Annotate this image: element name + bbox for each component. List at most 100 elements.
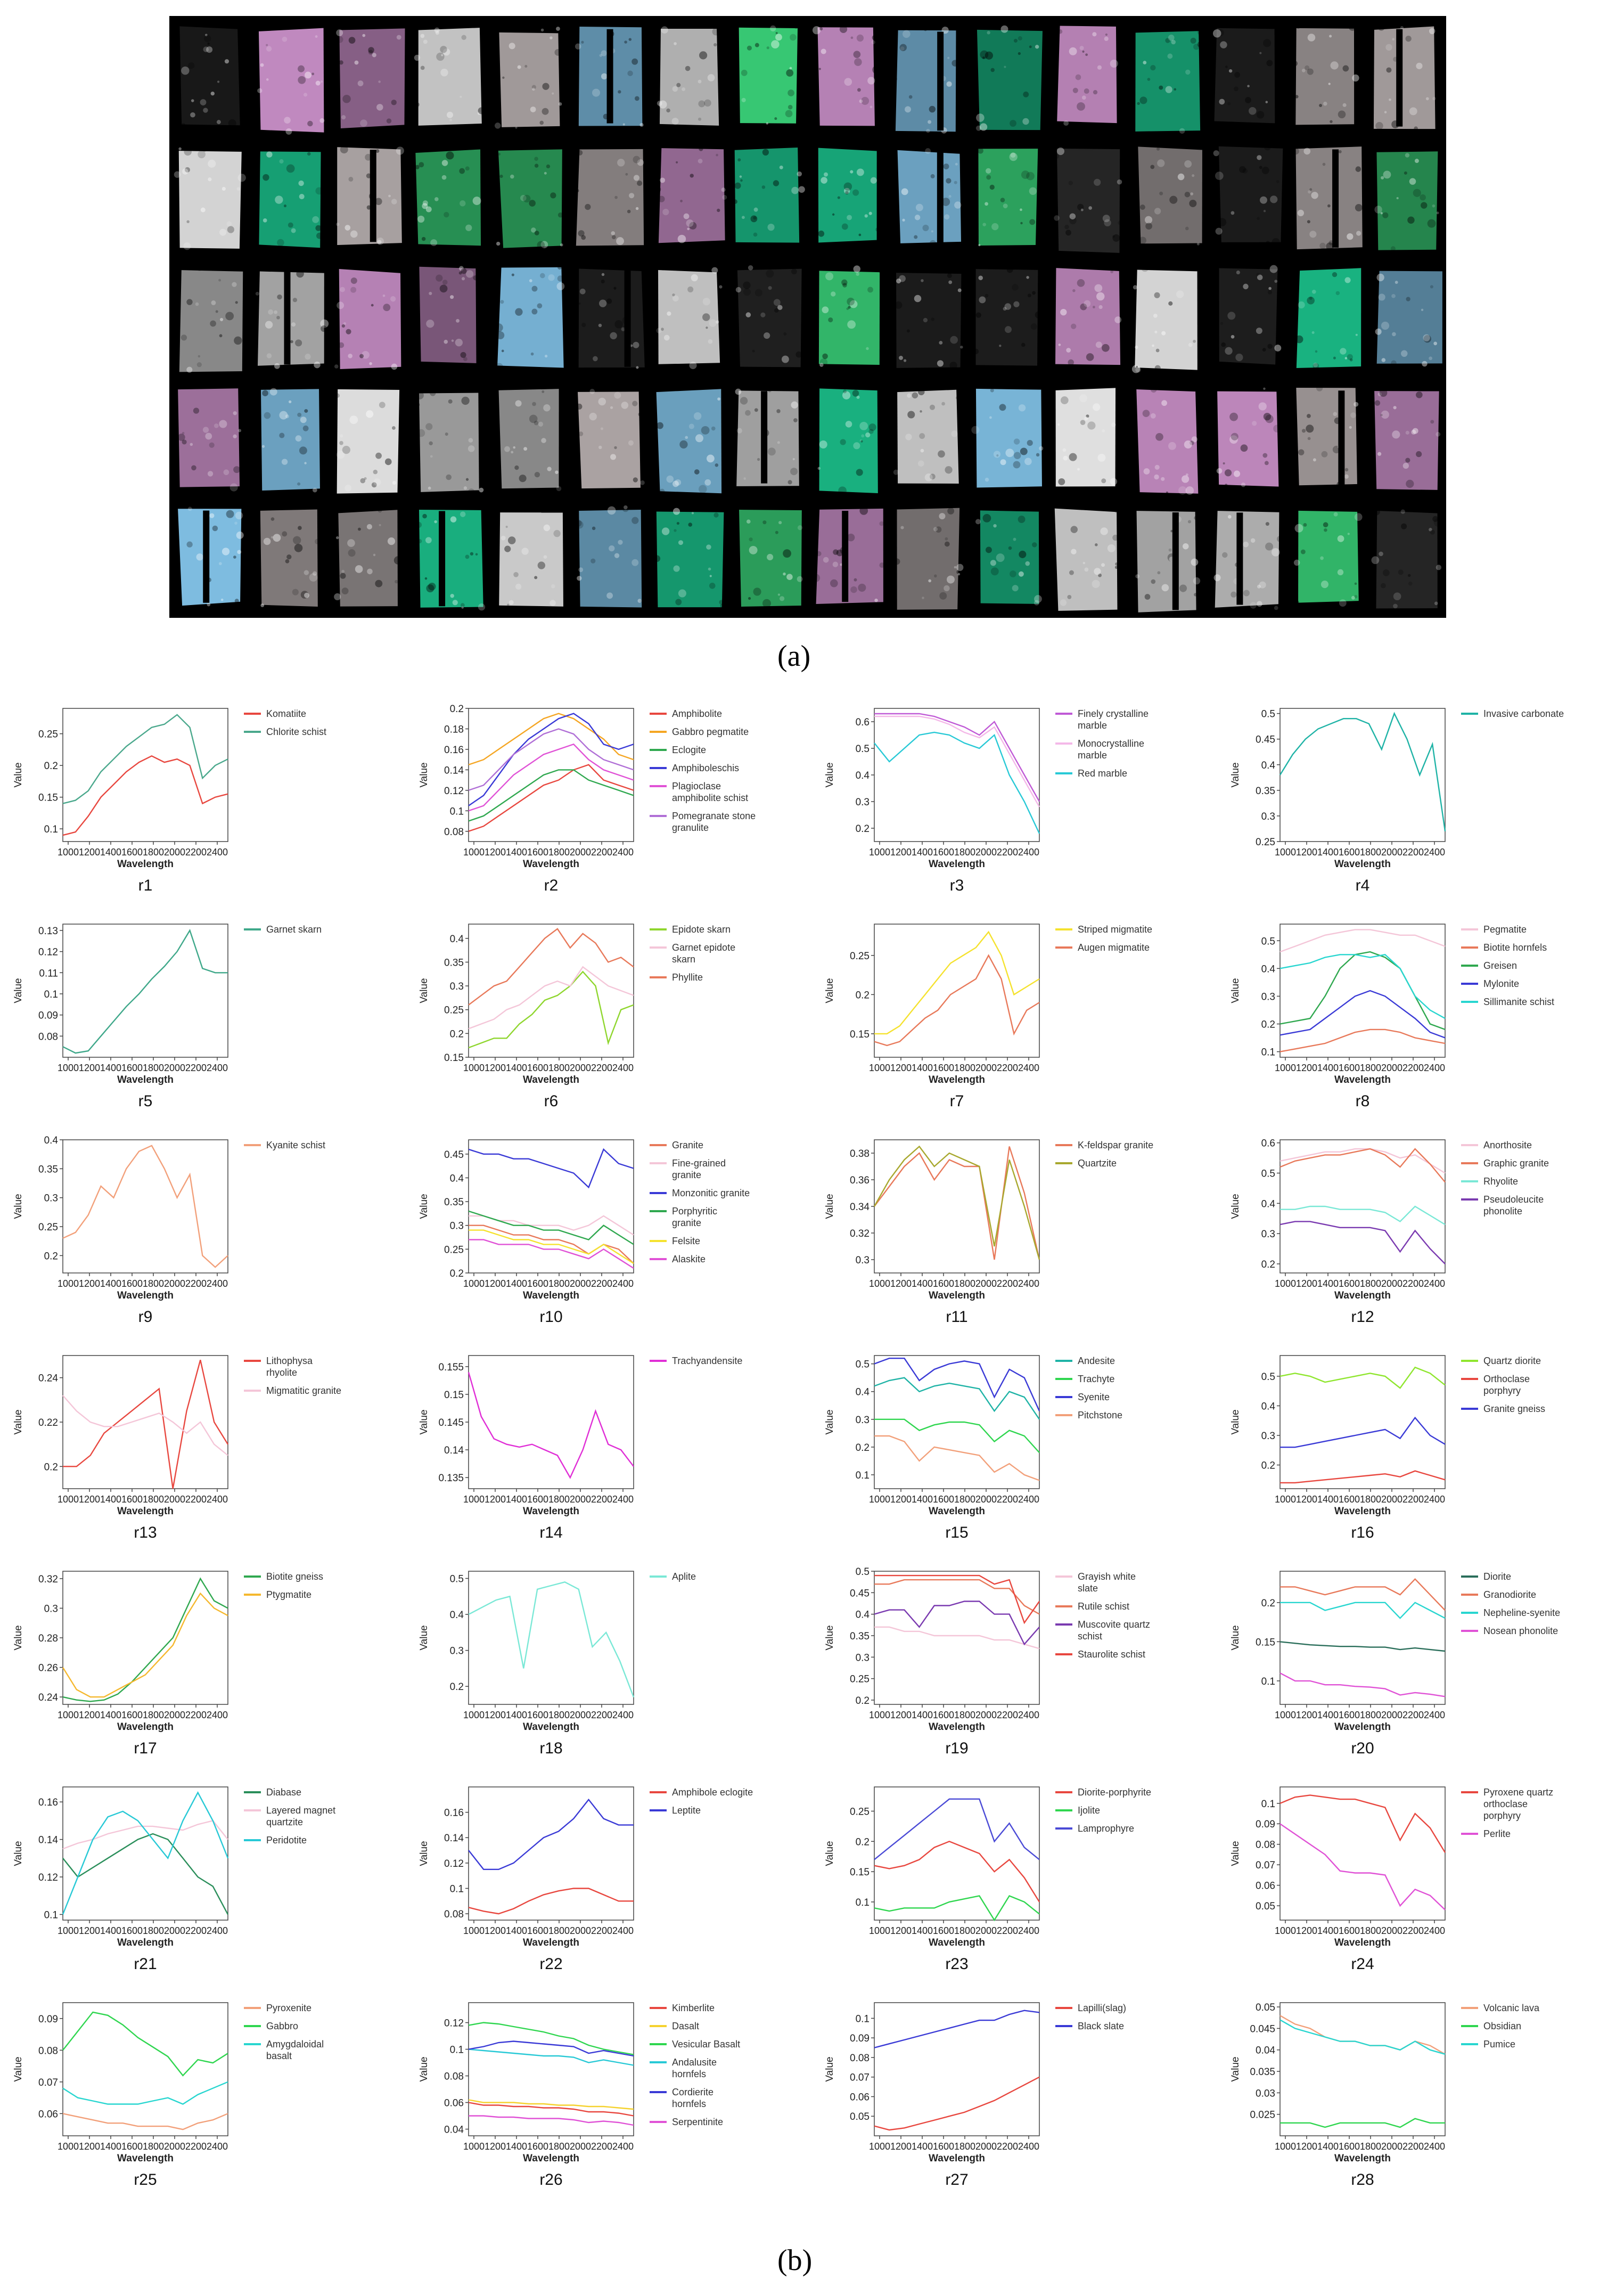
x-axis-label: Wavelength [1334, 2153, 1391, 2164]
rock-sample-tile [1054, 506, 1121, 611]
x-tick-label: 2400 [1018, 1710, 1039, 1720]
y-axis-label: Value [13, 1625, 24, 1650]
y-tick-label: 0.2 [450, 1028, 464, 1040]
x-tick-label: 1800 [1360, 847, 1381, 858]
chart-id-label: r28 [1351, 2171, 1374, 2189]
series-line-granite-gneiss [1280, 1416, 1446, 1448]
y-tick-label: 0.4 [450, 1610, 464, 1621]
y-tick-label: 0.18 [444, 724, 464, 735]
chart-id-label: r23 [945, 1955, 968, 1973]
x-tick-label: 1000 [869, 1710, 890, 1720]
spectrum-chart-r19: 0.2 0.25 0.3 0.35 0.4 0.45 0.5 1000 1200 1400 1600… [824, 1566, 1150, 1757]
spectrum-chart-r7: 0.15 0.2 0.25 1000 1200 1400 1600 1800 2000 2200 2… [824, 924, 1152, 1110]
legend-entry: Lithophysa rhyolite [266, 1356, 313, 1378]
x-tick-label: 1600 [121, 1278, 143, 1289]
y-axis-label: Value [13, 978, 24, 1003]
rock-sample-tile [1295, 268, 1361, 370]
x-tick-label: 1800 [143, 1063, 164, 1073]
rock-sample-tile [895, 273, 963, 370]
x-tick-label: 1200 [485, 1925, 506, 1936]
x-tick-label: 2400 [612, 2141, 634, 2152]
x-tick-label: 1200 [485, 1710, 506, 1720]
x-tick-label: 2200 [185, 847, 207, 858]
rock-sample-tile [1055, 388, 1118, 487]
x-tick-label: 2000 [1381, 847, 1402, 858]
x-tick-label: 1800 [548, 1925, 570, 1936]
series-line-peridotite [62, 1791, 229, 1915]
y-tick-label: 0.14 [444, 1833, 464, 1844]
x-tick-label: 2200 [591, 1925, 612, 1936]
x-tick-label: 2200 [997, 1494, 1018, 1505]
series-line-perlite [1279, 1823, 1446, 1911]
y-tick-label: 0.2 [856, 990, 870, 1001]
y-tick-label: 0.12 [38, 1872, 58, 1883]
x-tick-label: 1000 [463, 2141, 485, 2152]
rock-sample-tile [818, 148, 880, 243]
rock-sample-tile [336, 28, 405, 129]
x-tick-label: 1600 [1339, 847, 1360, 858]
x-tick-label: 1800 [548, 1710, 570, 1720]
x-tick-label: 2400 [207, 1925, 228, 1936]
x-tick-label: 1400 [100, 2141, 121, 2152]
y-tick-label: 0.4 [1261, 1198, 1276, 1210]
y-tick-label: 0.09 [850, 2033, 870, 2044]
y-axis-label: Value [13, 1409, 24, 1434]
x-tick-label: 1200 [890, 847, 912, 858]
rock-sample-tile [259, 146, 323, 248]
x-tick-label: 1600 [527, 1494, 548, 1505]
y-axis-label: Value [13, 1841, 24, 1866]
x-tick-label: 1600 [527, 847, 548, 858]
x-axis-label: Wavelength [117, 2153, 174, 2164]
x-tick-label: 2200 [1402, 1925, 1424, 1936]
x-tick-label: 1800 [954, 1925, 975, 1936]
x-tick-label: 1600 [527, 1925, 548, 1936]
y-tick-label: 0.1 [1261, 1799, 1275, 1810]
x-tick-label: 1200 [79, 847, 100, 858]
y-tick-label: 0.25 [850, 1674, 870, 1685]
legend-entry: Layered magnet quartzite [266, 1805, 335, 1827]
legend-entry: Porphyritic granite [672, 1206, 717, 1228]
legend-entry: Diorite [1483, 1571, 1511, 1582]
y-tick-label: 0.32 [38, 1574, 58, 1585]
legend-entry: Granodiorite [1483, 1589, 1536, 1600]
x-tick-label: 2000 [975, 847, 997, 858]
series-line-andalusite-hornfels [468, 2048, 634, 2066]
series-line-augen-migmatite [874, 954, 1040, 1047]
x-tick-label: 2400 [1424, 1278, 1445, 1289]
series-line-ptygmatite [62, 1592, 228, 1698]
spectrum-chart-r9: 0.2 0.25 0.3 0.35 0.4 1000 1200 1400 1600 1800 200… [13, 1135, 325, 1326]
legend-entry: Obsidian [1483, 2021, 1521, 2031]
spectrum-chart-r13: 0.2 0.22 0.24 1000 1200 1400 1600 1800 2000 2200 2… [13, 1355, 341, 1541]
y-tick-label: 0.25 [850, 1806, 870, 1817]
x-tick-label: 2400 [1424, 2141, 1445, 2152]
legend-entry: Garnet skarn [266, 924, 322, 935]
x-tick-label: 1000 [869, 1925, 890, 1936]
legend-entry: Rutile schist [1078, 1601, 1129, 1612]
x-tick-label: 1400 [506, 1710, 527, 1720]
rock-sample-tile [499, 507, 564, 607]
series-line-dasalt [468, 2099, 634, 2110]
x-tick-label: 1000 [1275, 2141, 1296, 2152]
y-tick-label: 0.35 [444, 1197, 464, 1208]
series-line-amphibole-eclogite [468, 1888, 634, 1915]
legend-entry: Garnet epidote skarn [672, 942, 735, 965]
x-tick-label: 2400 [1424, 1494, 1445, 1505]
y-tick-label: 0.45 [1256, 734, 1275, 746]
series-line-quartzite [873, 1145, 1040, 1260]
legend-entry: Volcanic lava [1483, 2003, 1540, 2013]
panel-b-caption: (b) [777, 2244, 813, 2277]
x-tick-label: 1000 [58, 1925, 79, 1936]
legend-entry: Epidote skarn [672, 924, 731, 935]
chart-id-label: r25 [134, 2171, 157, 2189]
x-tick-label: 2400 [1424, 1925, 1445, 1936]
y-tick-label: 0.35 [1256, 786, 1275, 797]
y-tick-label: 0.4 [1261, 760, 1276, 771]
x-tick-label: 1400 [1317, 1494, 1339, 1505]
x-tick-label: 1000 [1275, 1494, 1296, 1505]
plot-frame [874, 1139, 1040, 1273]
x-tick-label: 1800 [954, 2141, 975, 2152]
